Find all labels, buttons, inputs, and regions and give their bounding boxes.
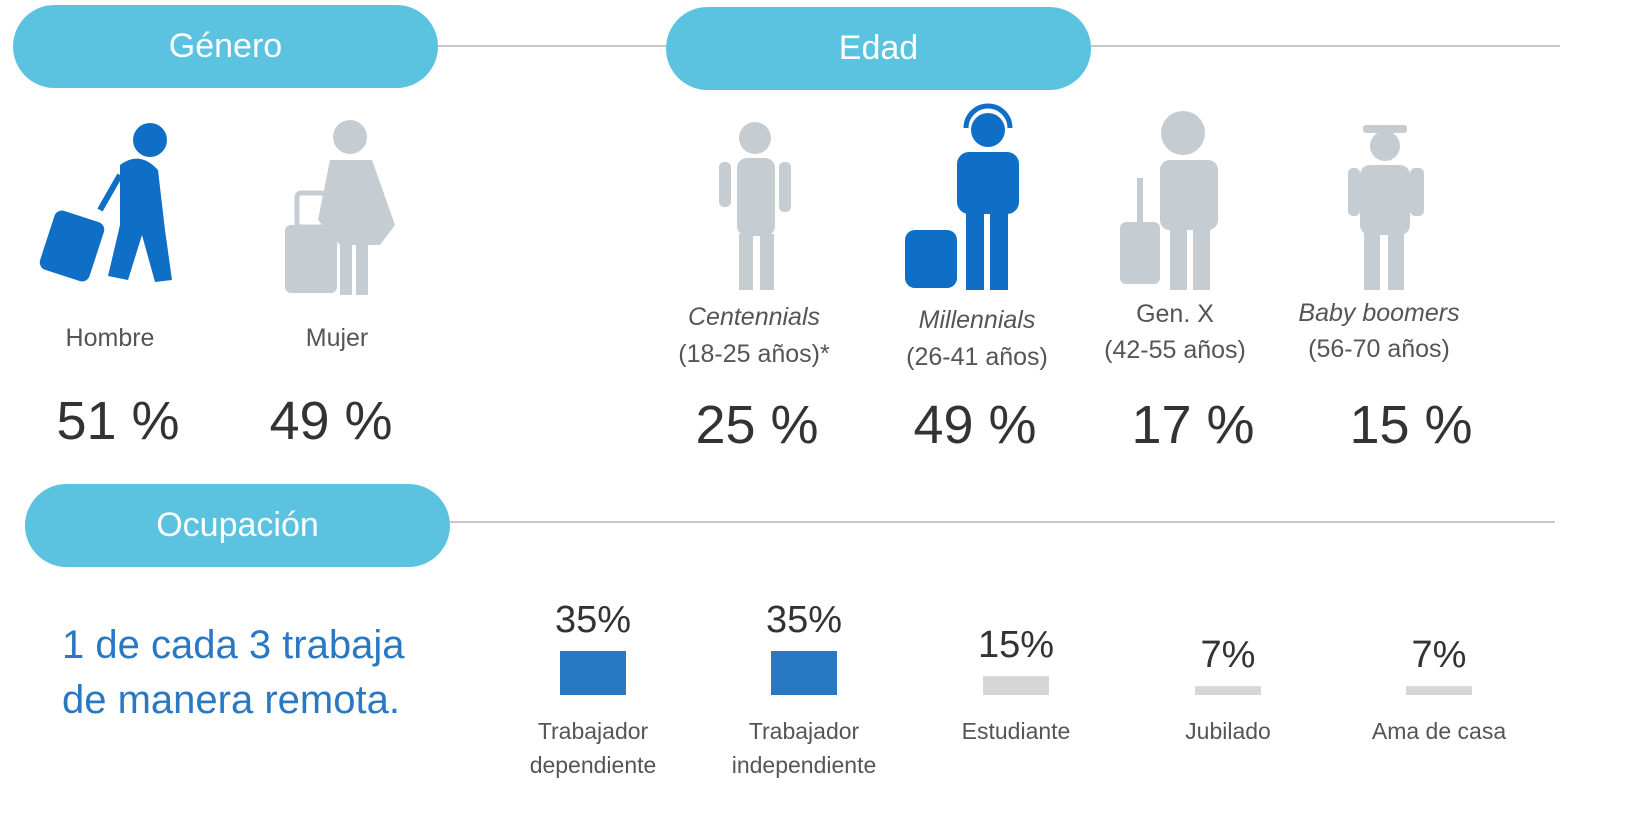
section-pill: Edad: [666, 7, 1091, 90]
millennial-icon: [905, 106, 1019, 290]
centennial-icon: [719, 122, 791, 290]
bar: [1195, 686, 1261, 695]
bar-category-label: Estudiante: [941, 714, 1091, 748]
infographic: Género Edad Ocupación Hombre Mujer 51 % …: [0, 0, 1647, 816]
gender-percent: 49 %: [269, 390, 392, 452]
age-label: Millennials: [919, 302, 1036, 338]
age-label: Centennials: [688, 299, 820, 335]
boomer-icon: [1348, 125, 1424, 290]
bar-value-label: 15%: [978, 624, 1054, 667]
bar: [560, 651, 626, 695]
age-label: Gen. X: [1136, 296, 1214, 332]
bar: [983, 676, 1049, 695]
gender-label: Hombre: [66, 320, 155, 356]
age-range: (42-55 años): [1104, 332, 1246, 368]
section-title: Ocupación: [156, 506, 319, 545]
section-pill: Ocupación: [25, 484, 450, 567]
bar-value-label: 35%: [555, 599, 631, 642]
age-label: Baby boomers: [1298, 295, 1459, 331]
bar: [1406, 686, 1472, 695]
age-percent: 17 %: [1131, 394, 1254, 456]
section-title: Edad: [839, 29, 918, 68]
bar-category-label: Jubilado: [1153, 714, 1303, 748]
age-percent: 15 %: [1349, 394, 1472, 456]
age-range: (18-25 años)*: [678, 336, 829, 372]
gender-percent: 51 %: [56, 390, 179, 452]
bar-category-label: Trabajador independiente: [729, 714, 879, 782]
age-percent: 49 %: [913, 394, 1036, 456]
bar-value-label: 35%: [766, 599, 842, 642]
age-range: (26-41 años): [906, 339, 1048, 375]
man-traveler-icon: [38, 123, 172, 284]
section-title: Género: [169, 27, 282, 66]
bar-category-label: Trabajador dependiente: [518, 714, 668, 782]
age-percent: 25 %: [695, 394, 818, 456]
section-pill: Género: [13, 5, 438, 88]
woman-traveler-icon: [285, 120, 395, 295]
remote-note: 1 de cada 3 trabaja de manera remota.: [62, 618, 442, 728]
genx-icon: [1120, 111, 1218, 290]
age-range: (56-70 años): [1308, 331, 1450, 367]
bar-value-label: 7%: [1201, 634, 1256, 677]
bar-category-label: Ama de casa: [1364, 714, 1514, 748]
gender-label: Mujer: [306, 320, 369, 356]
bar-value-label: 7%: [1412, 634, 1467, 677]
bar: [771, 651, 837, 695]
